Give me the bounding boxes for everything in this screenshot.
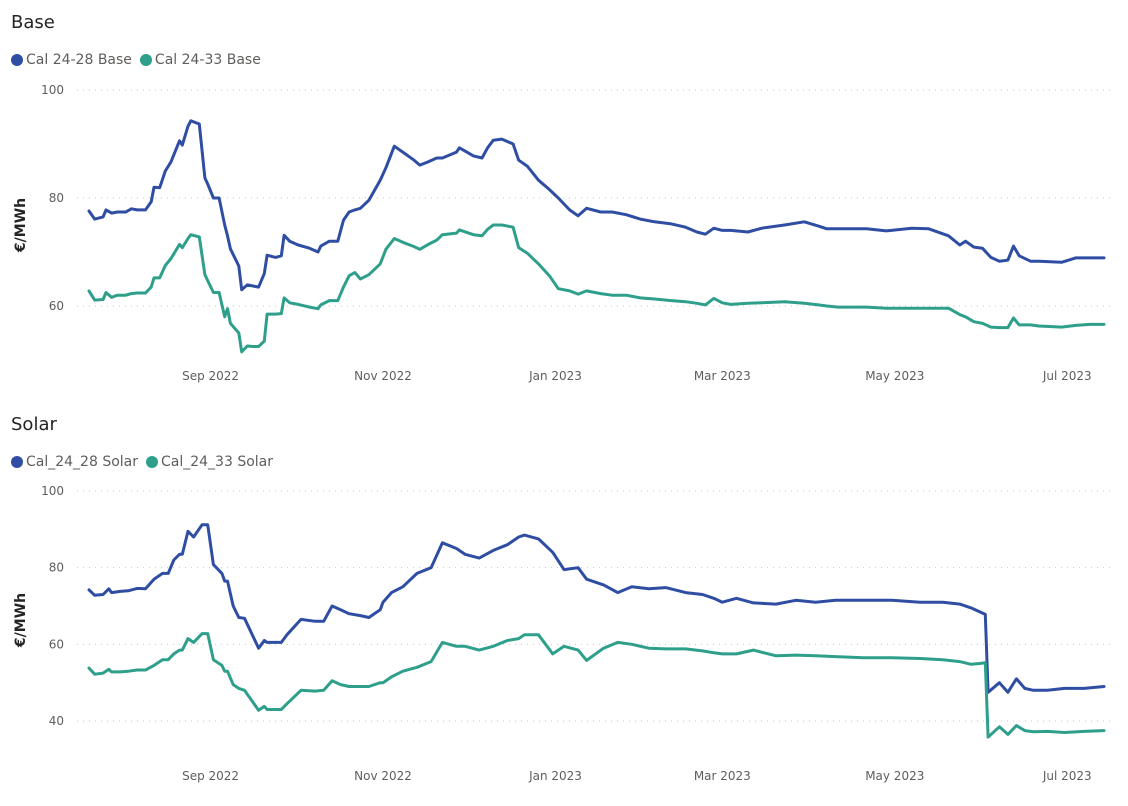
chart-title: Solar xyxy=(11,414,57,435)
legend-item-series-1[interactable]: Cal_24_28 Solar xyxy=(11,454,138,470)
y-axis-label: €/MWh xyxy=(13,593,29,648)
y-tick-label: 100 xyxy=(41,83,64,97)
solar-chart-panel: Solar Cal_24_28 Solar Cal_24_33 Solar 10… xyxy=(0,400,1128,806)
legend-label: Cal_24_33 Solar xyxy=(161,454,273,470)
y-tick-label: 100 xyxy=(41,484,64,498)
x-tick-label: Sep 2022 xyxy=(182,369,239,383)
x-tick-label: Mar 2023 xyxy=(694,769,751,783)
y-tick-label: 80 xyxy=(49,191,64,205)
x-tick-label: Jul 2023 xyxy=(1042,369,1092,383)
series-line-1 xyxy=(87,119,1106,292)
x-tick-label: Jul 2023 xyxy=(1042,769,1092,783)
x-tick-label: Nov 2022 xyxy=(354,769,412,783)
legend-marker-dot-icon xyxy=(139,54,152,66)
y-tick-label: 60 xyxy=(49,299,64,313)
legend-label: Cal 24-33 Base xyxy=(154,52,261,68)
y-tick-label: 40 xyxy=(49,714,64,728)
y-axis-label: €/MWh xyxy=(13,198,29,253)
legend-item-series-1[interactable]: Cal 24-28 Base xyxy=(11,52,132,68)
x-tick-label: Jan 2023 xyxy=(528,769,582,783)
x-tick-label: Nov 2022 xyxy=(354,369,412,383)
legend-marker-dot-icon xyxy=(146,456,158,468)
series-line-1 xyxy=(87,523,1106,694)
legend-item-series-2[interactable]: Cal_24_33 Solar xyxy=(146,454,273,470)
base-chart-panel: Base Cal 24-28 Base Cal 24-33 Base 100 80… xyxy=(0,0,1128,400)
x-tick-label: Mar 2023 xyxy=(694,369,751,383)
series-line-2 xyxy=(87,632,1106,739)
y-tick-label: 80 xyxy=(49,561,64,575)
legend-marker-dot-icon xyxy=(11,54,23,66)
x-tick-label: May 2023 xyxy=(865,369,924,383)
base-line-chart: 100 80 60 €/MWh Sep 2022 Nov 2022 Jan 2023 Mar … xyxy=(13,83,1115,383)
series-line-2 xyxy=(87,223,1106,354)
x-tick-label: May 2023 xyxy=(865,769,924,783)
legend-item-series-2[interactable]: Cal 24-33 Base xyxy=(139,52,261,68)
solar-line-chart: 100 80 60 40 €/MWh Sep 2022 Nov 2022 Jan 2023 Ma… xyxy=(13,484,1115,783)
x-tick-label: Sep 2022 xyxy=(182,769,239,783)
chart-title: Base xyxy=(11,12,55,33)
chart-legend: Cal 24-28 Base Cal 24-33 Base xyxy=(11,52,269,68)
legend-label: Cal 24-28 Base xyxy=(26,52,132,68)
x-tick-label: Jan 2023 xyxy=(528,369,582,383)
chart-legend: Cal_24_28 Solar Cal_24_33 Solar xyxy=(11,454,281,470)
legend-marker-dot-icon xyxy=(11,456,23,468)
y-tick-label: 60 xyxy=(49,637,64,651)
legend-label: Cal_24_28 Solar xyxy=(26,454,138,470)
